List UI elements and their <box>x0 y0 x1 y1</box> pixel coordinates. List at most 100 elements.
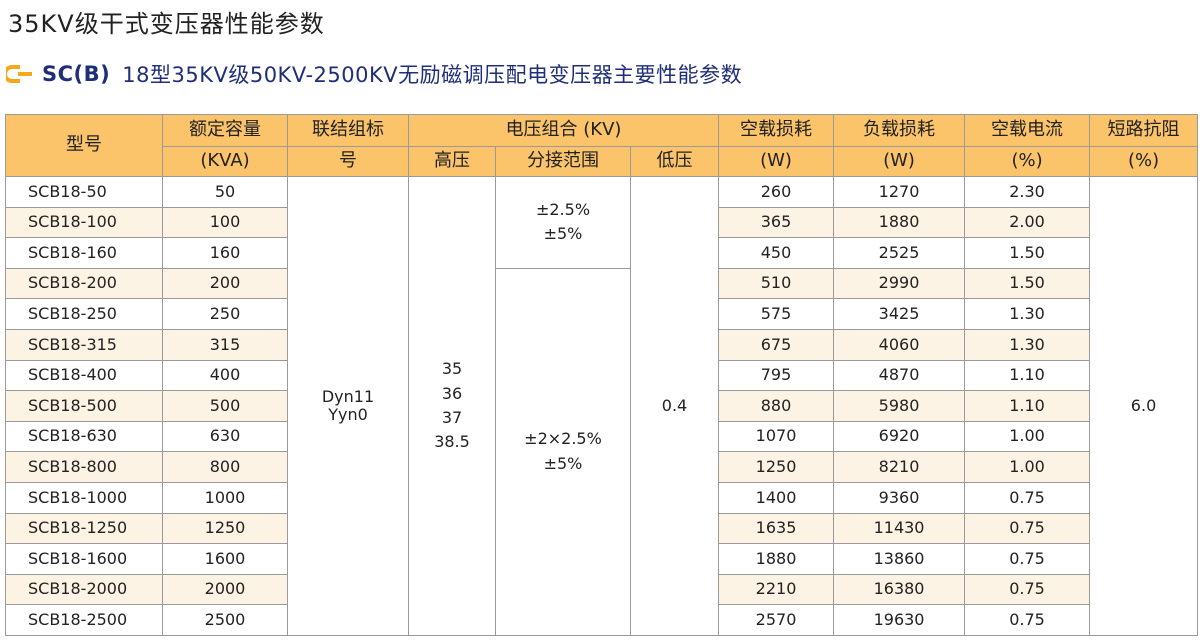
cell-load-loss: 1270 <box>833 176 966 208</box>
header-noload-current-unit: (%) <box>964 146 1091 177</box>
cell-model: SCB18-2000 <box>5 573 163 606</box>
tap-small-line-2: ±5% <box>543 224 583 244</box>
table-row: SCB18-2500 2500 2570 19630 0.75 <box>5 604 1198 636</box>
hv-value: 38.5 <box>434 432 470 452</box>
header-noload-loss-unit: (W) <box>718 146 835 177</box>
cell-capacity: 1600 <box>162 543 288 575</box>
cell-noload-current: 1.50 <box>964 237 1091 269</box>
cell-load-loss: 5980 <box>833 390 966 422</box>
header-capacity: 额定容量 <box>162 114 288 147</box>
cell-noload-loss: 510 <box>718 267 835 300</box>
cell-noload-current: 1.50 <box>964 267 1091 300</box>
cell-load-loss: 4060 <box>833 328 966 361</box>
cell-capacity: 200 <box>162 267 288 300</box>
cell-hv-values: 35 36 37 38.5 <box>408 176 496 636</box>
cell-capacity: 100 <box>162 206 288 239</box>
cell-capacity: 800 <box>162 451 288 483</box>
cell-capacity: 400 <box>162 359 288 392</box>
header-noload-loss: 空载损耗 <box>718 114 835 147</box>
cell-load-loss: 11430 <box>833 512 966 545</box>
cell-load-loss: 19630 <box>833 604 966 636</box>
cell-load-loss: 2990 <box>833 267 966 300</box>
cell-capacity: 315 <box>162 328 288 361</box>
cell-model: SCB18-250 <box>5 298 163 330</box>
cell-noload-loss: 1250 <box>718 451 835 483</box>
cell-load-loss: 6920 <box>833 420 966 453</box>
cell-capacity: 500 <box>162 390 288 422</box>
hv-value: 36 <box>441 383 463 403</box>
cell-noload-loss: 450 <box>718 237 835 269</box>
cell-load-loss: 9360 <box>833 481 966 514</box>
cell-load-loss: 16380 <box>833 573 966 606</box>
section-subtitle: SC(B) 18型35KV级50KV-2500KV无励磁调压配电变压器主要性能参… <box>6 58 742 90</box>
cell-load-loss: 13860 <box>833 543 966 575</box>
cell-noload-loss: 260 <box>718 176 835 208</box>
cell-model: SCB18-1000 <box>5 481 163 514</box>
hv-value: 37 <box>441 407 463 427</box>
header-noload-current: 空载电流 <box>964 114 1091 147</box>
cell-model: SCB18-1600 <box>5 543 163 575</box>
cell-noload-current: 0.75 <box>964 573 1091 606</box>
tap-large-line-1: ±2×2.5% <box>524 429 602 449</box>
cell-noload-loss: 1400 <box>718 481 835 514</box>
cell-noload-current: 0.75 <box>964 604 1091 636</box>
header-impedance-unit: (%) <box>1089 146 1199 177</box>
cell-load-loss: 2525 <box>833 237 966 269</box>
cell-model: SCB18-200 <box>5 267 163 300</box>
table-row: SCB18-100 100 365 1880 2.00 <box>5 206 1198 239</box>
cell-noload-current: 1.00 <box>964 451 1091 483</box>
cell-noload-loss: 1880 <box>718 543 835 575</box>
cell-capacity: 2000 <box>162 573 288 606</box>
cell-model: SCB18-160 <box>5 237 163 269</box>
header-tap-range: 分接范围 <box>495 146 631 177</box>
cell-noload-current: 1.30 <box>964 328 1091 361</box>
header-capacity-unit: (KVA) <box>162 146 288 177</box>
header-connection: 联结组标 <box>287 114 409 147</box>
cell-load-loss: 4870 <box>833 359 966 392</box>
connection-line-1: Dyn11 <box>321 386 375 406</box>
cell-load-loss: 1880 <box>833 206 966 239</box>
cell-capacity: 2500 <box>162 604 288 636</box>
cell-noload-loss: 795 <box>718 359 835 392</box>
cell-model: SCB18-1250 <box>5 512 163 545</box>
cell-tap-range-large: ±2×2.5% ±5% <box>495 267 631 636</box>
table-row: SCB18-250 250 575 3425 1.30 <box>5 298 1198 330</box>
header-load-loss-unit: (W) <box>833 146 966 177</box>
bracket-icon <box>6 65 34 83</box>
tap-small-line-1: ±2.5% <box>535 200 591 219</box>
spec-table: 型号 额定容量 联结组标 电压组合 (KV) 空载损耗 负载损耗 空载电流 短路… <box>5 114 1199 636</box>
table-row: SCB18-50 50 Dyn11 Yyn0 35 36 37 38.5 ±2.… <box>5 176 1199 636</box>
table-row: SCB18-800 800 1250 8210 1.00 <box>5 451 1198 483</box>
table-row: SCB18-160 160 450 2525 1.50 <box>5 237 1198 269</box>
header-load-loss: 负载损耗 <box>833 114 966 147</box>
cell-capacity: 1250 <box>162 512 288 545</box>
connection-line-2: Yyn0 <box>328 404 368 424</box>
cell-noload-current: 0.75 <box>964 512 1091 545</box>
cell-model: SCB18-100 <box>5 206 163 239</box>
subtitle-code: SC(B) <box>42 62 111 86</box>
cell-noload-loss: 1635 <box>718 512 835 545</box>
cell-capacity: 50 <box>162 176 288 208</box>
cell-model: SCB18-315 <box>5 328 163 361</box>
page-title: 35KV级干式变压器性能参数 <box>8 10 325 38</box>
cell-load-loss: 8210 <box>833 451 966 483</box>
subtitle-text: 18型35KV级50KV-2500KV无励磁调压配电变压器主要性能参数 <box>122 63 743 87</box>
cell-noload-loss: 2210 <box>718 573 835 606</box>
cell-capacity: 250 <box>162 298 288 330</box>
cell-noload-current: 0.75 <box>964 481 1091 514</box>
cell-connection-group: Dyn11 Yyn0 <box>287 176 409 636</box>
cell-noload-current: 1.10 <box>964 359 1091 392</box>
cell-noload-loss: 675 <box>718 328 835 361</box>
cell-model: SCB18-630 <box>5 420 163 453</box>
table-row: SCB18-2000 2000 2210 16380 0.75 <box>5 573 1198 606</box>
hv-value: 35 <box>441 359 463 379</box>
cell-model: SCB18-2500 <box>5 604 163 636</box>
cell-noload-loss: 575 <box>718 298 835 330</box>
cell-model: SCB18-800 <box>5 451 163 483</box>
cell-noload-loss: 2570 <box>718 604 835 636</box>
cell-noload-current: 2.00 <box>964 206 1091 239</box>
header-hv: 高压 <box>408 146 496 177</box>
cell-capacity: 160 <box>162 237 288 269</box>
cell-capacity: 1000 <box>162 481 288 514</box>
header-impedance: 短路抗阻 <box>1089 114 1199 147</box>
